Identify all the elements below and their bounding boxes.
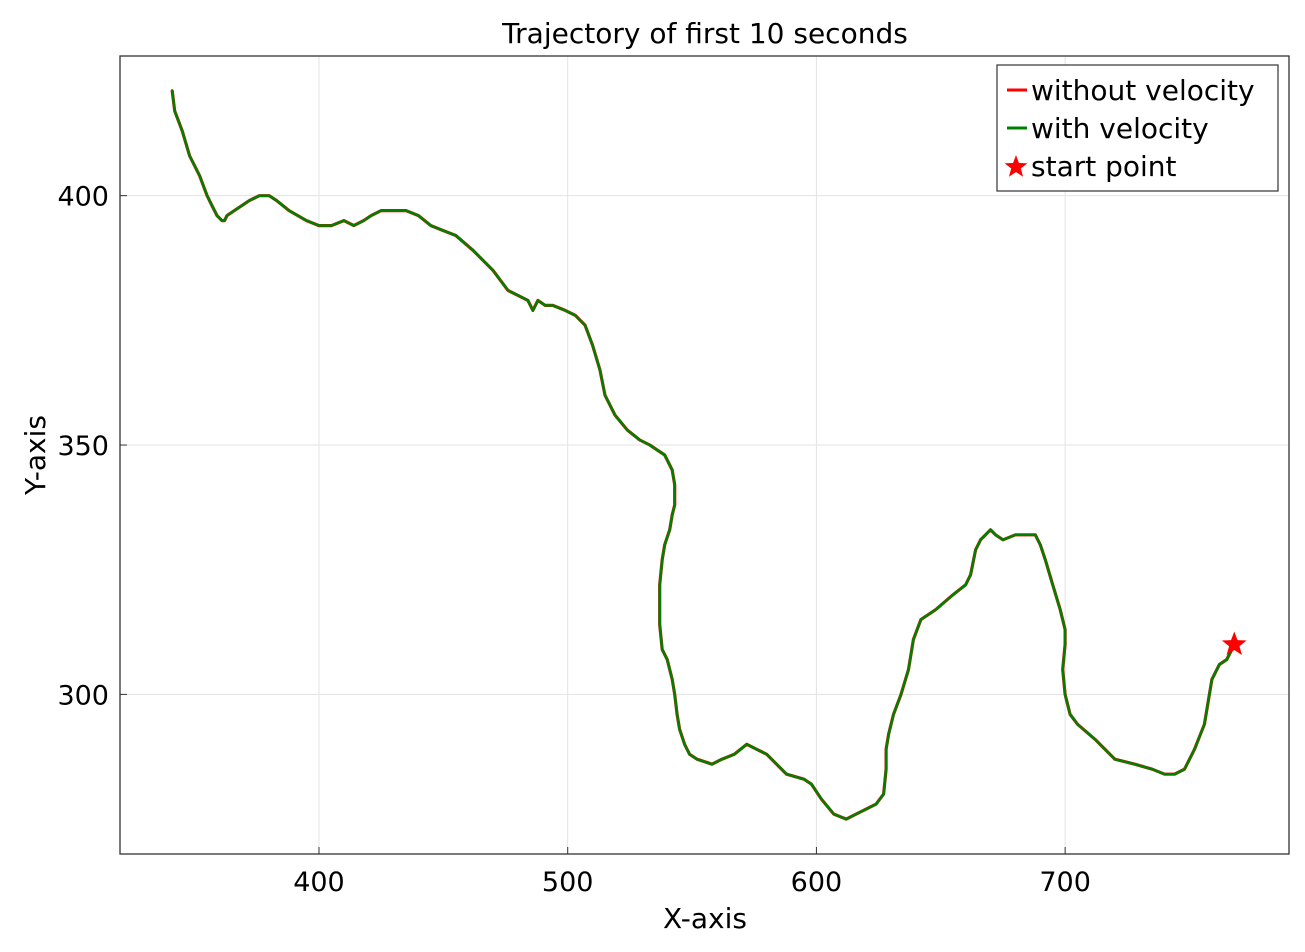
y-axis-label: Y-axis (19, 415, 52, 496)
series-layer (170, 89, 1247, 821)
legend-label-start-point: start point (1031, 150, 1177, 183)
legend-label-without-velocity: without velocity (1031, 74, 1255, 107)
y-tick-label-350: 350 (57, 431, 109, 462)
x-tick-label-700: 700 (1039, 867, 1091, 898)
legend-label-with-velocity: with velocity (1031, 112, 1209, 145)
chart-title: Trajectory of first 10 seconds (501, 17, 908, 50)
legend-box (996, 64, 1279, 192)
series-line-0 (170, 89, 1236, 821)
x-tick-label-400: 400 (293, 867, 345, 898)
x-tick-label-500: 500 (542, 867, 594, 898)
start-point-marker (1221, 631, 1247, 655)
plot-frame (119, 55, 1290, 855)
x-axis-label: X-axis (663, 902, 747, 935)
y-tick-label-400: 400 (57, 182, 109, 213)
legend: without velocity with velocity start poi… (996, 64, 1279, 192)
x-tick-label-600: 600 (791, 867, 843, 898)
tick-layer: 400 500 600 700 300 350 400 (57, 182, 1090, 898)
legend-swatch-start-point (1004, 155, 1028, 177)
series-line-1 (170, 89, 1236, 821)
y-tick-label-300: 300 (57, 680, 109, 711)
